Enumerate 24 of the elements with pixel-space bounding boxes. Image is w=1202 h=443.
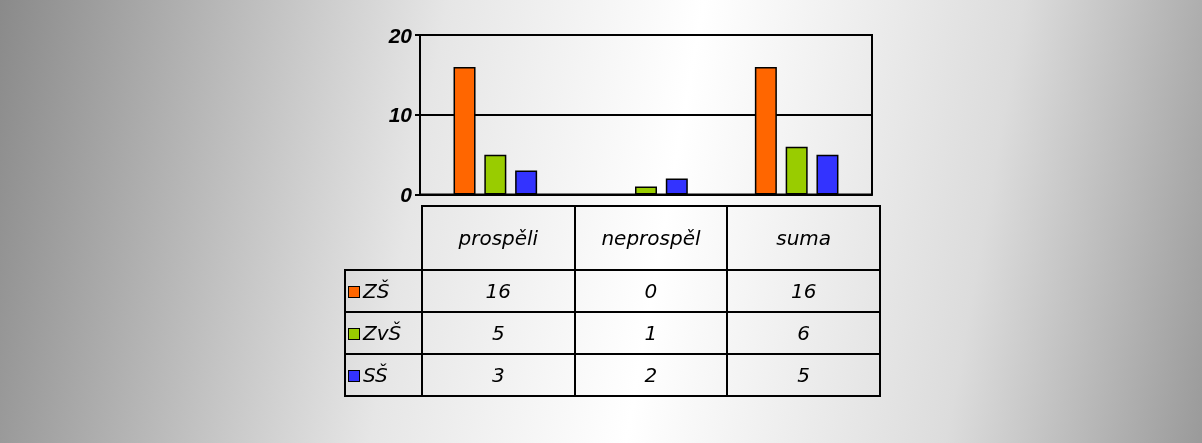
data-label: 2: [574, 354, 728, 396]
data-label: 1: [574, 312, 728, 354]
bar: [665, 178, 688, 195]
y-tick-label: 10: [388, 103, 413, 127]
legend-label: ZvŠ: [345, 312, 422, 354]
x-tick-label: suma: [727, 206, 880, 270]
data-label: 6: [727, 312, 880, 354]
y-tick-label: 0: [400, 183, 413, 206]
legend-label: ZŠ: [345, 270, 422, 312]
y-tick-label: 20: [387, 23, 413, 47]
bar: [515, 170, 538, 195]
data-label: 3: [422, 354, 575, 396]
data-label: 5: [727, 354, 880, 396]
data-label: 0: [574, 270, 728, 312]
bar: [785, 146, 808, 195]
data-label: 5: [422, 312, 575, 354]
x-tick-label: prospěli: [422, 206, 575, 270]
bar: [484, 154, 507, 195]
data-label: 16: [422, 270, 575, 312]
bar: [816, 154, 839, 195]
data-label: 16: [727, 270, 880, 312]
legend-label: SŠ: [345, 354, 422, 396]
x-tick-label: neprospěl: [574, 206, 728, 270]
bar: [635, 186, 657, 195]
